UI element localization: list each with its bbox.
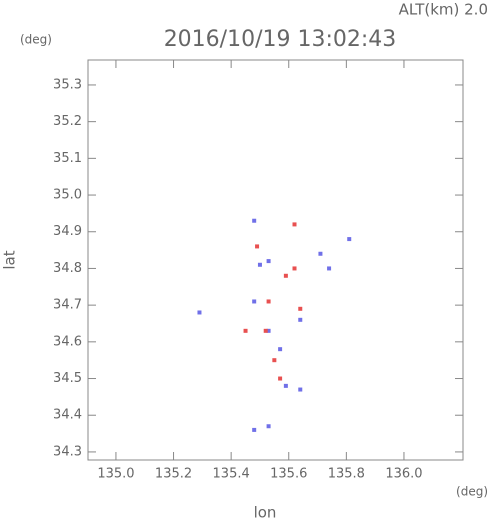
echo-point <box>327 266 332 271</box>
x-unit: (deg) <box>456 485 488 499</box>
y-axis-label: lat <box>1 250 19 269</box>
echo-point <box>298 317 303 322</box>
y-tick-label: 34.8 <box>53 261 82 276</box>
echo-point <box>266 259 271 264</box>
echo-point <box>255 244 260 249</box>
echo-point <box>263 328 268 333</box>
echo-point <box>278 376 283 381</box>
x-tick-label: 136.0 <box>385 467 422 482</box>
echo-point <box>292 266 297 271</box>
echo-point <box>347 237 352 242</box>
y-tick-label: 35.0 <box>53 188 82 203</box>
y-tick-label: 34.4 <box>53 408 82 423</box>
x-tick-label: 135.2 <box>155 467 192 482</box>
y-unit: (deg) <box>20 33 52 47</box>
x-tick-label: 135.8 <box>328 467 365 482</box>
echo-point <box>318 251 323 256</box>
echo-point <box>278 347 283 352</box>
y-tick-label: 34.6 <box>53 334 82 349</box>
chart-title: 2016/10/19 13:02:43 <box>164 27 397 52</box>
echo-point <box>252 299 257 304</box>
echo-point <box>266 424 271 429</box>
plot-frame <box>87 59 464 461</box>
echo-point <box>197 310 202 315</box>
x-tick-label: 135.0 <box>97 467 134 482</box>
y-tick-label: 35.2 <box>53 114 82 129</box>
echo-point <box>272 358 277 363</box>
echo-point <box>252 218 257 223</box>
annotation: ALT(km) 2.0 <box>399 1 488 19</box>
echo-point <box>298 387 303 392</box>
echo-point <box>266 328 271 333</box>
y-tick-label: 34.7 <box>53 298 82 313</box>
echo-point <box>283 383 288 388</box>
echo-point <box>266 299 271 304</box>
y-tick-label: 34.9 <box>53 224 82 239</box>
echo-point <box>243 328 248 333</box>
echo-point <box>283 273 288 278</box>
y-tick-label: 34.3 <box>53 444 82 459</box>
echo-point <box>257 262 262 267</box>
y-tick-label: 35.3 <box>53 77 82 92</box>
echo-point <box>298 306 303 311</box>
y-tick-label: 35.1 <box>53 151 82 166</box>
x-axis-label: lon <box>254 504 277 521</box>
x-tick-label: 135.4 <box>213 467 250 482</box>
y-tick-label: 34.5 <box>53 371 82 386</box>
echo-point <box>252 427 257 432</box>
x-tick-label: 135.6 <box>270 467 307 482</box>
echo-point <box>292 222 297 227</box>
